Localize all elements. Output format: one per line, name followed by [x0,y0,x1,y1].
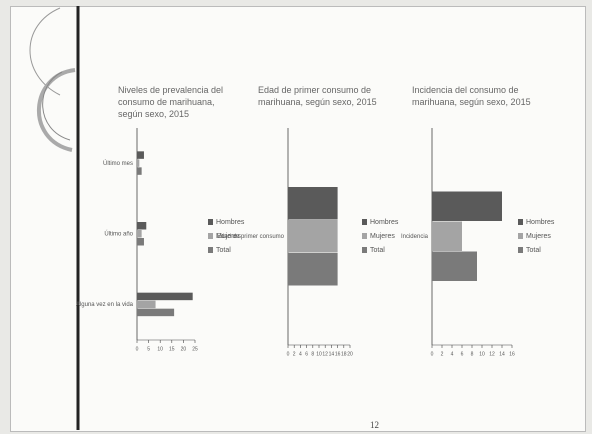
x-tick-label: 16 [509,351,515,357]
x-tick-label: 2 [441,351,444,357]
bar [288,253,338,286]
legend-label: Hombres [216,219,245,226]
x-tick-label: 10 [157,346,163,352]
legend-label: Total [216,247,231,254]
x-tick-label: 4 [451,351,454,357]
decor-arc [42,71,71,141]
legend-swatch [362,233,367,239]
legend-label: Total [370,247,385,254]
bar [432,221,462,251]
bar [137,159,140,167]
bar [137,292,193,301]
chart-title: Edad de primer consumo de marihuana, seg… [258,85,377,107]
chart-title: Incidencia del consumo de marihuana, seg… [412,85,531,107]
x-tick-label: 8 [471,351,474,357]
x-tick-label: 16 [335,351,341,357]
x-tick-label: 0 [136,346,139,352]
x-tick-label: 0 [287,351,290,357]
category-label: Incidencia [401,234,429,240]
legend-swatch [208,219,213,225]
x-tick-label: 14 [499,351,505,357]
x-tick-label: 10 [479,351,485,357]
page-number: 12 [370,420,379,430]
x-tick-label: 6 [461,351,464,357]
bar [137,300,156,309]
category-label: Último año [104,231,133,238]
bar [137,167,142,175]
x-tick-label: 0 [431,351,434,357]
bar [432,251,477,281]
bar [137,230,142,238]
legend-swatch [208,247,213,253]
x-tick-label: 14 [329,351,335,357]
legend-swatch [518,219,523,225]
legend-swatch [208,233,213,239]
legend-swatch [518,247,523,253]
legend-label: Total [526,247,541,254]
x-tick-label: 5 [147,346,150,352]
bar [137,222,147,230]
x-tick-label: 20 [181,346,187,352]
x-tick-label: 10 [316,351,322,357]
chart-title: Niveles de prevalencia del consumo de ma… [118,85,224,119]
legend-label: Hombres [370,219,399,226]
x-tick-label: 6 [305,351,308,357]
legend-label: Mujeres [526,233,551,240]
decor-arc [36,68,76,152]
x-tick-label: 2 [293,351,296,357]
x-tick-label: 20 [347,351,353,357]
bar [288,187,338,220]
category-label: Último mes [103,160,133,167]
x-tick-label: 15 [169,346,175,352]
legend-label: Hombres [526,219,555,226]
bar [288,220,338,253]
bar [137,151,144,159]
category-label: Alguna vez en la vida [76,302,134,308]
x-tick-label: 8 [311,351,314,357]
category-label: Edad de primer consumo [217,234,285,240]
legend-label: Mujeres [370,233,395,240]
legend-swatch [518,233,523,239]
decor-arc [29,7,61,96]
legend-label: Mujeres [216,233,241,240]
x-tick-label: 25 [192,346,198,352]
x-tick-label: 18 [341,351,347,357]
x-tick-label: 12 [322,351,328,357]
bar [137,308,175,317]
x-tick-label: 4 [299,351,302,357]
legend-swatch [362,219,367,225]
bar [137,238,144,246]
x-tick-label: 12 [489,351,495,357]
legend-swatch [362,247,367,253]
bar [432,191,502,221]
